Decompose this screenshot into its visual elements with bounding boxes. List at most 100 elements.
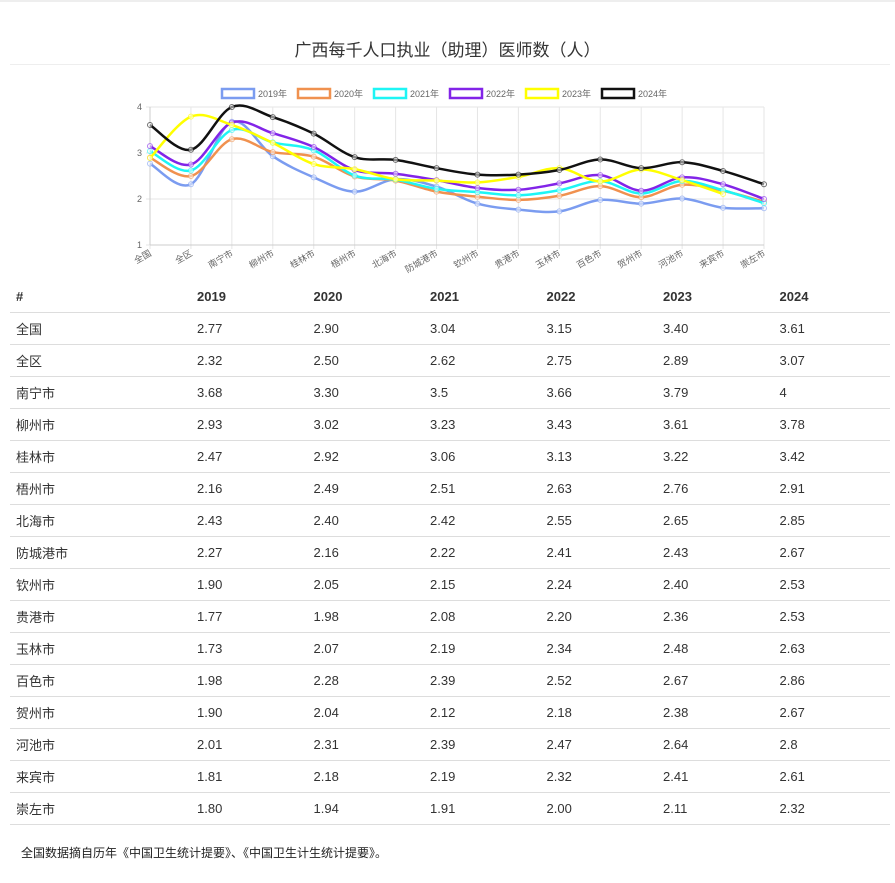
legend-swatch bbox=[296, 87, 332, 100]
value-cell: 3.23 bbox=[424, 408, 541, 441]
table-row: 全区 2.32 2.50 2.62 2.75 2.89 3.07 bbox=[10, 344, 890, 377]
data-point bbox=[597, 178, 604, 185]
value-cell: 3.15 bbox=[540, 312, 657, 345]
column-header: # bbox=[10, 280, 191, 313]
x-tick-label: 河池市 bbox=[656, 247, 685, 270]
data-point bbox=[147, 148, 153, 155]
legend-label: 2023年 bbox=[562, 88, 591, 99]
data-point bbox=[187, 113, 194, 120]
value-cell: 2.34 bbox=[540, 632, 657, 665]
data-point bbox=[269, 130, 276, 137]
value-cell: 3.61 bbox=[657, 408, 774, 441]
y-tick-label: 2 bbox=[137, 194, 142, 204]
value-cell: 2.42 bbox=[424, 504, 541, 537]
value-cell: 3.06 bbox=[424, 440, 541, 473]
value-cell: 2.16 bbox=[191, 472, 308, 505]
data-point bbox=[228, 121, 235, 128]
value-cell: 3.22 bbox=[657, 440, 774, 473]
data-point bbox=[556, 167, 563, 174]
x-tick-label: 桂林市 bbox=[288, 247, 317, 270]
value-cell: 2.27 bbox=[191, 536, 308, 569]
table-row: 贵港市 1.77 1.98 2.08 2.20 2.36 2.53 bbox=[10, 600, 890, 633]
column-header: 2023 bbox=[657, 280, 774, 313]
value-cell: 2.15 bbox=[424, 568, 541, 601]
value-cell: 2.19 bbox=[424, 760, 541, 793]
legend-label: 2019年 bbox=[258, 88, 287, 99]
value-cell: 1.73 bbox=[191, 632, 308, 665]
data-point bbox=[515, 186, 522, 193]
data-point bbox=[556, 180, 563, 187]
value-cell: 2.86 bbox=[773, 664, 890, 697]
data-point bbox=[310, 161, 317, 168]
value-cell: 3.42 bbox=[773, 440, 890, 473]
data-point bbox=[392, 176, 399, 183]
region-cell: 玉林市 bbox=[10, 632, 191, 665]
legend-label: 2024年 bbox=[638, 88, 667, 99]
value-cell: 1.98 bbox=[191, 664, 308, 697]
value-cell: 2.32 bbox=[773, 792, 890, 825]
column-header: 2022 bbox=[540, 280, 657, 313]
table-row: 钦州市 1.90 2.05 2.15 2.24 2.40 2.53 bbox=[10, 568, 890, 601]
value-cell: 2.00 bbox=[540, 792, 657, 825]
x-tick-label: 全国 bbox=[132, 247, 153, 266]
value-cell: 3.66 bbox=[540, 376, 657, 409]
value-cell: 1.80 bbox=[191, 792, 308, 825]
value-cell: 2.8 bbox=[773, 728, 890, 761]
data-point bbox=[556, 187, 563, 194]
value-cell: 2.12 bbox=[424, 696, 541, 729]
value-cell: 3.5 bbox=[424, 376, 541, 409]
data-point bbox=[474, 179, 481, 186]
data-point bbox=[351, 172, 358, 179]
value-cell: 3.02 bbox=[307, 408, 424, 441]
value-cell: 3.78 bbox=[773, 408, 890, 441]
value-cell: 2.39 bbox=[424, 664, 541, 697]
table-row: 梧州市 2.16 2.49 2.51 2.63 2.76 2.91 bbox=[10, 472, 890, 505]
data-point bbox=[351, 166, 358, 173]
data-point bbox=[515, 192, 522, 199]
value-cell: 2.43 bbox=[657, 536, 774, 569]
value-cell: 2.93 bbox=[191, 408, 308, 441]
table-row: 河池市 2.01 2.31 2.39 2.47 2.64 2.8 bbox=[10, 728, 890, 761]
value-cell: 1.81 bbox=[191, 760, 308, 793]
title-divider bbox=[10, 64, 890, 65]
data-point bbox=[269, 114, 276, 121]
data-point bbox=[187, 173, 194, 179]
value-cell: 3.79 bbox=[657, 376, 774, 409]
data-point bbox=[638, 165, 645, 172]
page-title: 广西每千人口执业（助理）医师数（人） bbox=[294, 41, 601, 60]
y-tick-label: 3 bbox=[137, 148, 142, 158]
data-point bbox=[310, 174, 317, 181]
value-cell: 2.07 bbox=[307, 632, 424, 665]
value-cell: 2.48 bbox=[657, 632, 774, 665]
value-cell: 1.77 bbox=[191, 600, 308, 633]
x-tick-label: 贵港市 bbox=[493, 247, 522, 270]
data-point bbox=[147, 160, 153, 167]
value-cell: 2.61 bbox=[773, 760, 890, 793]
value-cell: 2.31 bbox=[307, 728, 424, 761]
value-cell: 1.90 bbox=[191, 568, 308, 601]
value-cell: 2.63 bbox=[773, 632, 890, 665]
value-cell: 2.41 bbox=[540, 536, 657, 569]
region-cell: 全区 bbox=[10, 344, 191, 377]
data-point bbox=[269, 139, 276, 146]
x-tick-label: 柳州市 bbox=[247, 247, 276, 270]
region-cell: 崇左市 bbox=[10, 792, 191, 825]
value-cell: 2.47 bbox=[540, 728, 657, 761]
data-point bbox=[638, 187, 645, 194]
data-point bbox=[474, 184, 481, 191]
data-point bbox=[556, 192, 563, 199]
x-tick-label: 钦州市 bbox=[452, 247, 481, 270]
value-cell: 2.76 bbox=[657, 472, 774, 505]
data-point bbox=[392, 156, 399, 163]
data-point bbox=[679, 177, 686, 184]
value-cell: 2.53 bbox=[773, 600, 890, 633]
x-tick-label: 贺州市 bbox=[615, 247, 644, 270]
value-cell: 2.47 bbox=[191, 440, 308, 473]
value-cell: 2.92 bbox=[307, 440, 424, 473]
value-cell: 2.67 bbox=[773, 696, 890, 729]
data-point bbox=[474, 200, 481, 207]
table-row: 柳州市 2.93 3.02 3.23 3.43 3.61 3.78 bbox=[10, 408, 890, 441]
value-cell: 1.98 bbox=[307, 600, 424, 633]
value-cell: 2.65 bbox=[657, 504, 774, 537]
region-cell: 防城港市 bbox=[10, 536, 191, 569]
